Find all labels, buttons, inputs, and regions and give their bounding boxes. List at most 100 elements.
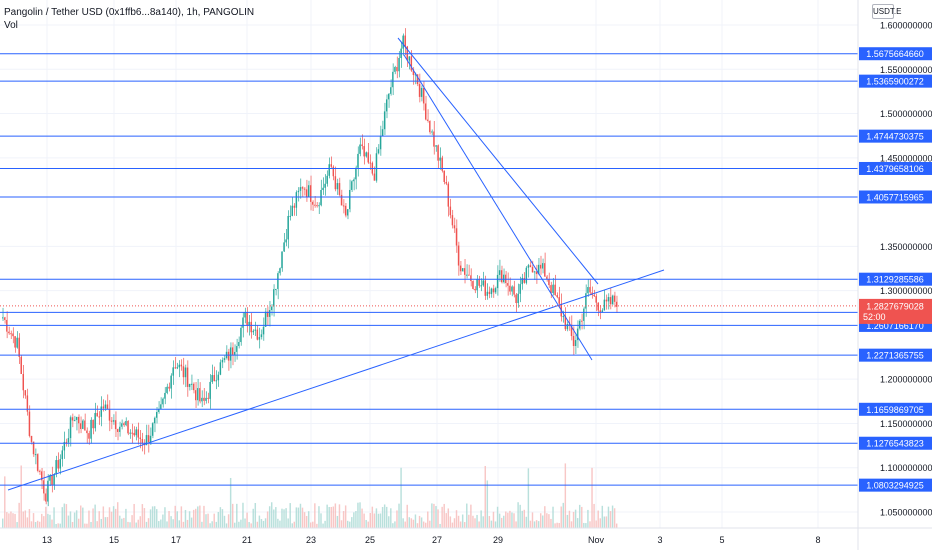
trend-line-channel[interactable] [403,54,593,361]
candle-body [615,301,618,307]
volume-bar [527,468,530,528]
volume-bar [593,503,595,528]
volume-bar [505,511,507,528]
candle-body [379,136,382,150]
level-price-badge[interactable] [859,272,932,286]
candle-body [468,274,470,276]
countdown-text: 52:00 [863,312,886,322]
level-price-badge[interactable] [859,402,932,416]
level-price-badge[interactable] [859,190,932,204]
volume-bar [472,515,474,528]
volume-bar [123,517,125,528]
volume-bar [203,505,205,528]
volume-bar [490,520,493,528]
candle-body [14,336,16,348]
candle-body [324,183,326,188]
volume-bar [509,510,511,528]
candle-body [303,188,306,190]
candle-body [305,189,308,197]
candle-body [254,329,257,331]
volume-bar [98,511,100,528]
candle-body [236,346,238,352]
volume-bar [554,523,556,528]
volume-bar [583,522,585,528]
trend-line-resistance[interactable] [397,37,599,285]
level-price-badge[interactable] [859,348,932,362]
candle-body [529,265,532,268]
candle-body [71,417,74,421]
volume-bar [451,522,454,528]
candle-body [431,131,433,133]
candle-body [20,356,22,375]
candle-body [242,317,244,328]
volume-bar [324,520,326,528]
candle-body [16,337,18,348]
candle-body [422,87,425,104]
volume-bar [585,523,587,528]
volume-bar [53,507,55,528]
volume-bar [359,502,361,528]
candle-body [258,337,261,340]
volume-bar [383,504,386,528]
level-price-text: 1.3129285586 [866,275,924,285]
level-price-badge[interactable] [859,436,932,450]
volume-bar [223,515,226,528]
volume-bar [562,502,565,528]
volume-bar [160,519,162,528]
candle-body [498,270,501,275]
candle-body [539,264,542,269]
volume-bar [256,521,259,528]
volume-bar [291,523,293,528]
candle-body [92,419,94,429]
volume-bar [273,509,275,528]
level-price-badge[interactable] [859,129,932,143]
candle-body [162,398,164,405]
candle-body [599,310,601,313]
level-price-badge[interactable] [859,161,932,175]
level-price-badge[interactable] [859,478,932,492]
volume-bar [537,521,540,528]
candle-body [535,271,538,275]
candle-body [342,205,345,207]
level-price-badge[interactable] [859,74,932,88]
level-price-text: 1.0803294925 [866,481,924,491]
candle-body [607,297,610,302]
volume-bar [449,516,452,528]
candle-body [82,420,84,429]
candle-body [301,187,304,189]
time-tick-label: 13 [42,535,52,545]
candle-body [199,388,201,402]
candle-body [234,351,236,355]
volume-bar [166,521,168,528]
candle-body [500,270,503,283]
volume-bar [314,503,316,528]
volume-bar [131,515,133,528]
volume-bar [43,516,45,528]
level-price-badge[interactable] [859,47,932,61]
candle-body [439,157,441,161]
candle-body [464,268,466,275]
volume-bar [199,505,201,528]
candle-body [2,317,4,319]
volume-bar [227,514,230,528]
volume-bar [57,523,59,528]
candle-body [112,420,115,422]
currency-badge[interactable]: USDT.E [872,4,901,19]
candle-body [427,119,429,121]
volume-bar [170,516,172,528]
candle-body [548,279,550,286]
candle-body [531,267,534,273]
candle-body [453,225,456,229]
volume-bar [24,510,27,528]
volume-bar [61,507,63,528]
volume-bar [402,518,404,528]
time-tick-label: 25 [365,535,375,545]
volume-bar [318,506,320,528]
trend-line-support[interactable] [7,269,665,491]
time-tick-label: 21 [242,535,252,545]
candle-body [207,397,209,399]
candle-body [47,480,49,502]
volume-bar [328,506,330,528]
